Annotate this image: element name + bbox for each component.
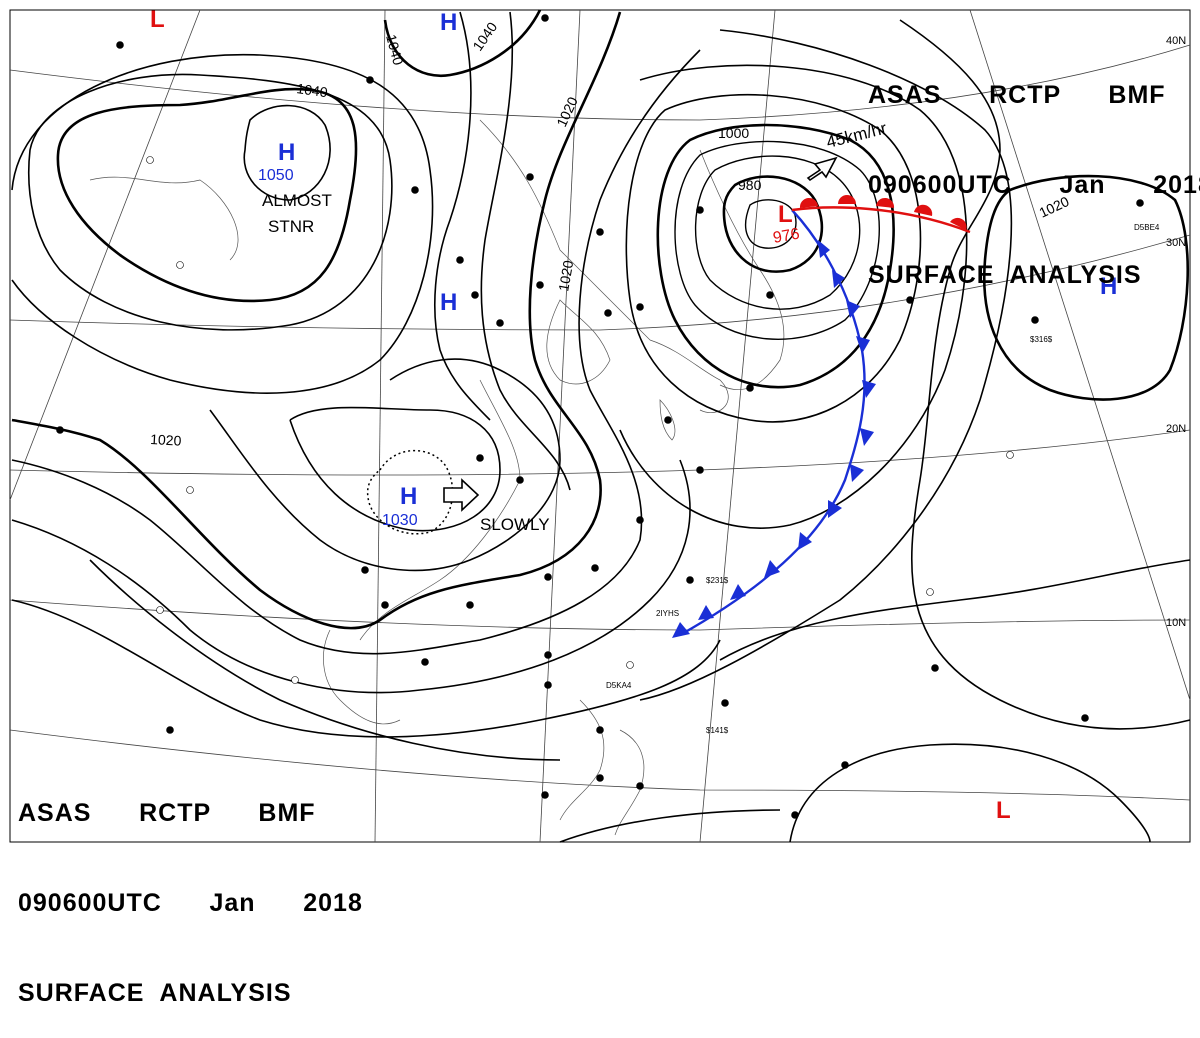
isobar-1020-east (982, 174, 1190, 401)
isobar-1020-south (89, 559, 561, 761)
isobar-980 (722, 175, 824, 273)
isobar-1040-north (383, 9, 542, 78)
isobar-1040-inner (243, 104, 331, 201)
isobars (11, 9, 1191, 843)
annotations: ALMOST STNR SLOWLY 45km/hr (262, 119, 889, 534)
header-top-line-1: ASAS RCTP BMF (868, 81, 1166, 109)
high-center-south-value: 1030 (382, 512, 418, 529)
isobar-label: 1040 (296, 80, 329, 100)
high-center-pacific: H (1100, 273, 1117, 300)
header-top-line-2: 090600UTC Jan 2018 (868, 171, 1200, 199)
lat-label-30n: 30N (1166, 237, 1186, 249)
isobar-1040-nw (56, 87, 358, 303)
isobar-labels: 1040 1040 1040 1020 1020 1000 980 1020 1… (150, 19, 1072, 449)
header-top-line-3: SURFACE ANALYSIS (868, 261, 1142, 289)
pressure-centres: H 1050 H H H 1030 H L 976 L L (150, 6, 1117, 824)
header-bottom-line-3: SURFACE ANALYSIS (18, 979, 292, 1007)
isobar-label: 1000 (718, 125, 749, 141)
low-center-se: L (996, 797, 1011, 824)
lat-lon-grid (9, 9, 1191, 843)
isobar-label: 1020 (555, 259, 576, 293)
isobar-1020-center (11, 11, 622, 630)
low-center-main-value: 976 (772, 226, 801, 247)
note-almost: ALMOST (262, 191, 332, 210)
lat-label-40n: 40N (1166, 35, 1186, 47)
warm-front (791, 195, 971, 234)
high-center-china: H (440, 289, 457, 316)
station-label: 2IYHS (656, 609, 679, 618)
station-labels: D5KA4 D5BE4 2IYHS $231$ $141$ $316$ (606, 223, 1160, 735)
lat-label-20n: 20N (1166, 423, 1186, 435)
movement-arrow-low (806, 156, 838, 182)
high-center-north: H (440, 9, 457, 36)
station-label: D5BE4 (1134, 223, 1160, 232)
isobar-label: 1040 (383, 33, 407, 67)
high-center-south: H (400, 483, 417, 510)
surface-analysis-map: 40N 30N 20N 10N (9, 6, 1191, 843)
station-label: $316$ (1030, 335, 1053, 344)
low-center-main: L (778, 201, 793, 228)
isobar-1000 (656, 123, 895, 389)
isobar-label: 1020 (150, 431, 182, 449)
cold-front (672, 209, 876, 638)
dotted-isobar (366, 449, 454, 535)
latitude-labels: 40N 30N 20N 10N (1166, 35, 1186, 629)
low-center-nw: L (150, 6, 165, 33)
station-plots (56, 14, 1144, 819)
header-top: ASAS RCTP BMF 090600UTC Jan 2018 SURFACE… (868, 20, 1200, 320)
note-stnr: STNR (268, 217, 314, 236)
header-bottom: ASAS RCTP BMF 090600UTC Jan 2018 SURFACE… (18, 738, 363, 1038)
station-label: D5KA4 (606, 681, 632, 690)
station-label: $141$ (706, 726, 729, 735)
high-center-mongolia-value: 1050 (258, 167, 294, 184)
high-center-mongolia: H (278, 139, 295, 166)
map-frame (9, 9, 1191, 843)
header-bottom-line-2: 090600UTC Jan 2018 (18, 889, 363, 917)
lat-label-10n: 10N (1166, 617, 1186, 629)
header-bottom-line-1: ASAS RCTP BMF (18, 799, 316, 827)
station-label: $231$ (706, 576, 729, 585)
note-slowly: SLOWLY (480, 515, 550, 534)
movement-arrow-south-high (443, 478, 480, 512)
isobar-label: 980 (738, 177, 762, 193)
